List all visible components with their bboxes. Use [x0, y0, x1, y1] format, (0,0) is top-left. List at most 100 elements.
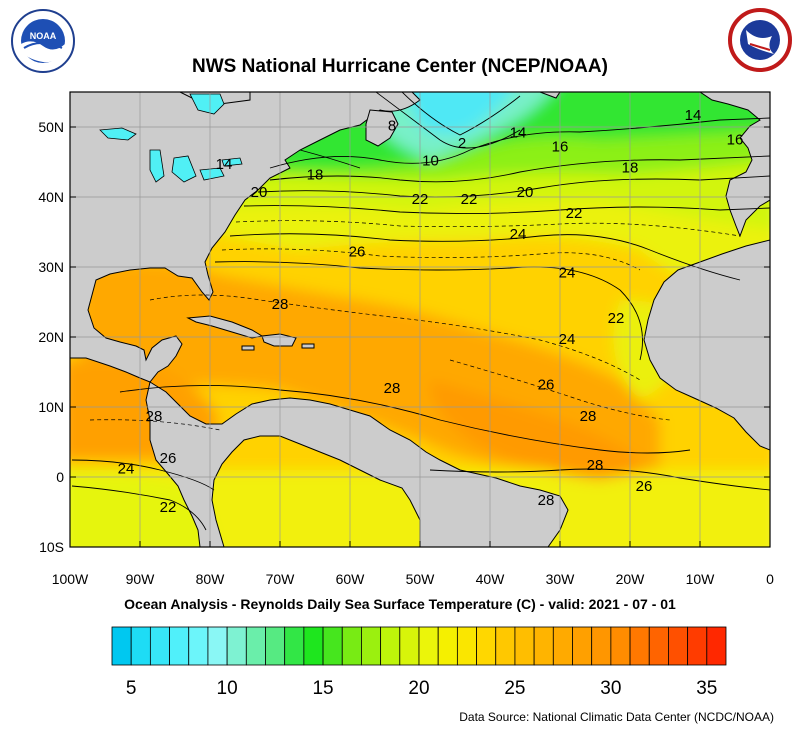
- colorbar-swatch: [361, 626, 382, 666]
- contour-label-17: 24: [559, 265, 576, 282]
- lon-label-70w: 70W: [266, 571, 296, 587]
- colorbar-swatch: [476, 626, 497, 666]
- map-subtitle: Ocean Analysis - Reynolds Daily Sea Surf…: [124, 596, 676, 612]
- national-weather-service-logo-icon: [728, 8, 792, 72]
- colorbar-swatch: [648, 626, 669, 666]
- colorbar-swatch: [591, 626, 612, 666]
- contour-label-15: 24: [510, 226, 527, 243]
- colorbar-swatch: [303, 626, 324, 666]
- contour-label-12: 22: [412, 191, 429, 208]
- colorbar-label-10: 10: [217, 678, 238, 699]
- colorbar-swatches: [111, 626, 727, 666]
- contour-label-2: 14: [510, 125, 527, 142]
- sst-map: 14 8 14 16 2 16 10 14 18 18 20 20 22 22 22 24 26 24 28 22 24…: [38, 91, 774, 587]
- colorbar-label-5: 5: [126, 678, 137, 699]
- lat-label-0: 0: [56, 469, 64, 485]
- lat-label-50n: 50N: [38, 119, 64, 135]
- colorbar-swatch: [687, 626, 708, 666]
- contour-label-9: 18: [307, 167, 324, 184]
- contour-label-1: 8: [388, 118, 396, 135]
- graticule: [70, 92, 770, 547]
- colorbar-swatch: [245, 626, 266, 666]
- colorbar-label-15: 15: [312, 678, 333, 699]
- contour-label-16: 26: [349, 244, 366, 261]
- contour-label-10: 20: [251, 184, 268, 201]
- contour-label-23: 28: [580, 408, 597, 425]
- lon-label-10w: 10W: [686, 571, 716, 587]
- contour-label-28: 26: [636, 478, 653, 495]
- lon-label-50w: 50W: [406, 571, 436, 587]
- contour-label-25: 26: [160, 450, 177, 467]
- colorbar-swatch: [380, 626, 401, 666]
- colorbar-swatch: [111, 626, 132, 666]
- contour-label-20: 24: [559, 331, 576, 348]
- colorbar-swatch: [322, 626, 343, 666]
- colorbar-swatch: [456, 626, 477, 666]
- contour-label-18: 28: [272, 296, 289, 313]
- colorbar-swatch: [418, 626, 439, 666]
- contour-label-21: 26: [538, 377, 555, 394]
- colorbar-swatch: [706, 626, 727, 666]
- contour-label-14: 22: [566, 205, 583, 222]
- contour-lines-dashed: [89, 220, 741, 431]
- colorbar-label-25: 25: [504, 678, 525, 699]
- colorbar-swatch: [668, 626, 689, 666]
- contour-label-19: 22: [608, 310, 625, 327]
- colorbar-swatch: [610, 626, 631, 666]
- lat-label-40n: 40N: [38, 189, 64, 205]
- lat-label-30n: 30N: [38, 259, 64, 275]
- colorbar-label-30: 30: [600, 678, 621, 699]
- lon-label-80w: 80W: [196, 571, 226, 587]
- contour-label-26: 28: [587, 457, 604, 474]
- contour-label-6: 10: [422, 153, 439, 170]
- colorbar-swatch: [437, 626, 458, 666]
- contour-label-8: 18: [622, 160, 639, 177]
- lat-label-10n: 10N: [38, 399, 64, 415]
- lakes: [99, 93, 243, 183]
- colorbar-swatch: [226, 626, 247, 666]
- lon-label-60w: 60W: [336, 571, 366, 587]
- colorbar-swatch: [495, 626, 516, 666]
- colorbar-label-35: 35: [696, 678, 717, 699]
- lon-label-100w: 100W: [52, 571, 89, 587]
- lon-label-0: 0: [766, 571, 774, 587]
- colorbar-label-20: 20: [408, 678, 429, 699]
- colorbar-labels: 5 10 15 20 25 30 35: [126, 678, 717, 699]
- data-source: Data Source: National Climatic Data Cent…: [459, 710, 774, 724]
- colorbar-swatch: [149, 626, 170, 666]
- contour-labels: 14 8 14 16 2 16 10 14 18 18 20 20 22 22 22 24 26 24 28 22 24…: [118, 107, 744, 516]
- contour-label-11: 20: [517, 184, 534, 201]
- lon-label-30w: 30W: [546, 571, 576, 587]
- colorbar-swatch: [130, 626, 151, 666]
- noaa-logo-icon: NOAA: [11, 9, 75, 73]
- colorbar-swatch: [399, 626, 420, 666]
- lon-label-90w: 90W: [126, 571, 156, 587]
- colorbar-swatch: [533, 626, 554, 666]
- lat-label-20n: 20N: [38, 329, 64, 345]
- colorbar-swatch: [188, 626, 209, 666]
- svg-text:NOAA: NOAA: [30, 31, 57, 41]
- map-title: NWS National Hurricane Center (NCEP/NOAA…: [192, 56, 608, 77]
- contour-label-3: 16: [727, 132, 744, 149]
- lon-label-20w: 20W: [616, 571, 646, 587]
- contour-label-30: 22: [160, 499, 177, 516]
- contour-label-29: 28: [538, 492, 555, 509]
- colorbar-swatch: [514, 626, 535, 666]
- contour-lines: [71, 92, 770, 531]
- contour-label-5: 16: [552, 139, 569, 156]
- axis-ticks: [69, 126, 771, 548]
- contour-label-4: 2: [458, 135, 466, 152]
- colorbar-swatch: [207, 626, 228, 666]
- colorbar-swatch: [265, 626, 286, 666]
- colorbar-swatch: [169, 626, 190, 666]
- contour-label-22: 28: [384, 380, 401, 397]
- contour-label-27: 24: [118, 461, 135, 478]
- lon-label-40w: 40W: [476, 571, 506, 587]
- lat-label-10s: 10S: [39, 539, 64, 555]
- contour-label-13: 22: [461, 191, 478, 208]
- contour-label-7: 14: [216, 156, 233, 173]
- colorbar-swatch: [284, 626, 305, 666]
- contour-label-0: 14: [685, 107, 702, 124]
- colorbar-swatch: [341, 626, 362, 666]
- colorbar-swatch: [552, 626, 573, 666]
